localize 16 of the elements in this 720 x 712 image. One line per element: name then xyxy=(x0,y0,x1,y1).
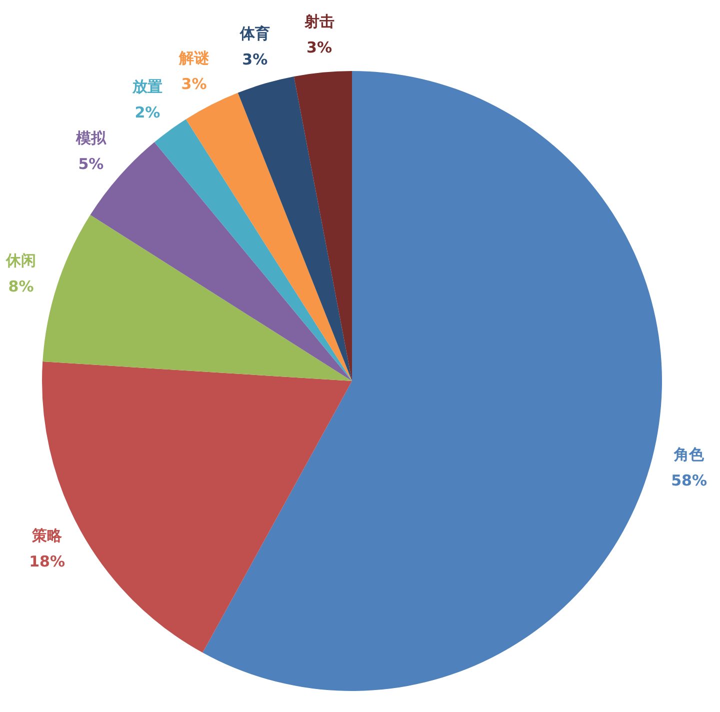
data-label: 18% xyxy=(29,552,65,571)
slice-label: 角色 xyxy=(673,445,706,464)
slice-label: 策略 xyxy=(31,526,64,545)
slice-label: 放置 xyxy=(131,77,162,96)
slice-label: 射击 xyxy=(303,12,334,30)
data-label: 5% xyxy=(78,154,104,173)
slice-label: 模拟 xyxy=(74,128,107,147)
data-label: 3% xyxy=(306,38,332,56)
data-label: 8% xyxy=(8,277,34,296)
slice-label: 体育 xyxy=(238,24,270,43)
slice-label: 解谜 xyxy=(178,48,210,67)
slice-label: 休闲 xyxy=(5,251,36,270)
data-label: 3% xyxy=(242,50,268,69)
data-label: 2% xyxy=(134,103,160,122)
data-label: 3% xyxy=(181,74,207,93)
data-label: 58% xyxy=(671,471,708,490)
